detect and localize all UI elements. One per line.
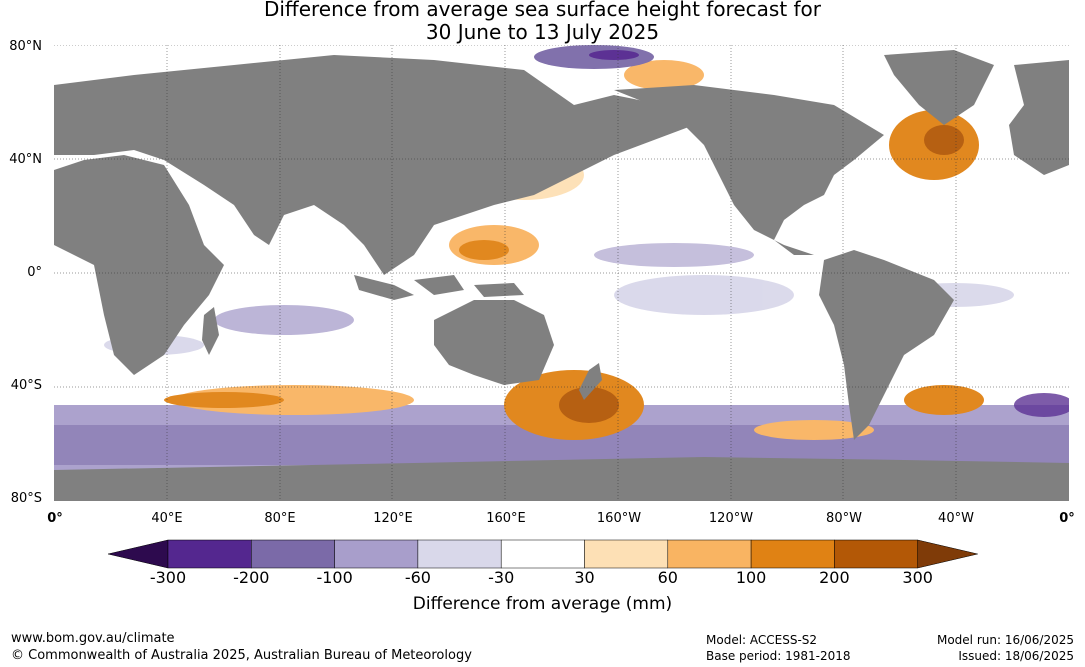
colorbar-extend-low xyxy=(108,539,169,569)
lat-label-40s: 40°S xyxy=(10,378,42,393)
colorbar-segment xyxy=(750,539,835,569)
anomaly-blob xyxy=(624,60,704,90)
colorbar-segment xyxy=(834,539,918,569)
colorbar-tick-label: 300 xyxy=(902,568,933,587)
south-america xyxy=(819,250,954,440)
colorbar-extend-high xyxy=(917,539,978,569)
footer-model-run: Model run: 16/06/2025 xyxy=(936,633,1074,647)
colorbar-tick-label: -30 xyxy=(488,568,515,587)
graticule xyxy=(54,45,1069,501)
footer-base-period: Base period: 1981-2018 xyxy=(706,649,851,663)
colorbar-segment xyxy=(417,539,502,569)
map-title-line1: Difference from average sea surface heig… xyxy=(263,0,822,21)
colorbar-segment xyxy=(584,539,669,569)
lon-label-160e: 160°E xyxy=(486,511,526,526)
sea-surface-height-map xyxy=(54,45,1069,501)
lon-label-0-right: 0° xyxy=(1059,511,1075,526)
anomaly-blob xyxy=(1014,393,1069,417)
colorbar-tick-label: 100 xyxy=(735,568,767,587)
lon-label-80e: 80°E xyxy=(264,511,296,526)
anomaly-blob xyxy=(164,392,284,408)
lon-label-40e: 40°E xyxy=(151,511,183,526)
north-america xyxy=(614,85,884,255)
lon-label-40w: 40°W xyxy=(938,511,974,526)
footer-model: Model: ACCESS-S2 xyxy=(706,633,818,647)
colorbar-segment xyxy=(500,539,585,569)
map-title-line2: 30 June to 13 July 2025 xyxy=(425,20,660,44)
greenland xyxy=(884,50,994,125)
new-zealand xyxy=(579,363,602,400)
colorbar-segment xyxy=(334,539,419,569)
map-canvas xyxy=(54,45,1069,501)
colorbar-segment xyxy=(667,539,752,569)
japan xyxy=(504,155,529,195)
lon-label-160w: 160°W xyxy=(596,511,642,526)
land xyxy=(54,50,1069,501)
anomaly-blob xyxy=(614,275,794,315)
eurasia xyxy=(54,55,694,275)
anomaly-blob xyxy=(924,125,964,155)
anomaly-blob xyxy=(459,240,509,260)
footer-copyright: © Commonwealth of Australia 2025, Austra… xyxy=(11,648,472,663)
footer-url[interactable]: www.bom.gov.au/climate xyxy=(11,631,175,646)
lat-label-80n: 80°N xyxy=(9,39,42,54)
footer-issued: Issued: 18/06/2025 xyxy=(958,649,1074,663)
lon-label-0-left: 0° xyxy=(47,511,63,526)
colorbar-tick-label: -60 xyxy=(404,568,431,587)
lon-label-80w: 80°W xyxy=(826,511,862,526)
colorbar-tick-label: -200 xyxy=(233,568,270,587)
colorbar-tick-label: 200 xyxy=(819,568,850,587)
colorbar-label: Difference from average (mm) xyxy=(412,594,673,614)
colorbar-segment xyxy=(167,539,252,569)
antarctica xyxy=(54,457,1069,501)
anomaly-blob xyxy=(754,420,874,440)
anomaly-blob xyxy=(904,385,984,415)
lat-label-40n: 40°N xyxy=(9,152,42,167)
colorbar-tick-label: 30 xyxy=(574,568,595,587)
colorbar-tick-label: -300 xyxy=(149,568,187,587)
anomaly-blob xyxy=(559,387,619,423)
lon-label-120e: 120°E xyxy=(373,511,413,526)
madagascar xyxy=(202,307,219,355)
colorbar xyxy=(108,539,978,569)
africa xyxy=(54,155,224,375)
colorbar-segment xyxy=(251,539,335,569)
lat-label-0: 0° xyxy=(27,265,42,280)
lat-label-80s: 80°S xyxy=(10,491,42,506)
colorbar-tick-label: -100 xyxy=(316,568,353,587)
colorbar-tick-label: 60 xyxy=(657,568,678,587)
anomaly-blob xyxy=(214,305,354,335)
europe xyxy=(1009,60,1069,175)
anomaly-blob xyxy=(594,243,754,267)
australia xyxy=(434,300,554,385)
lon-label-120w: 120°W xyxy=(708,511,754,526)
maritime-continent xyxy=(354,275,524,300)
anomaly-blob xyxy=(589,50,639,60)
